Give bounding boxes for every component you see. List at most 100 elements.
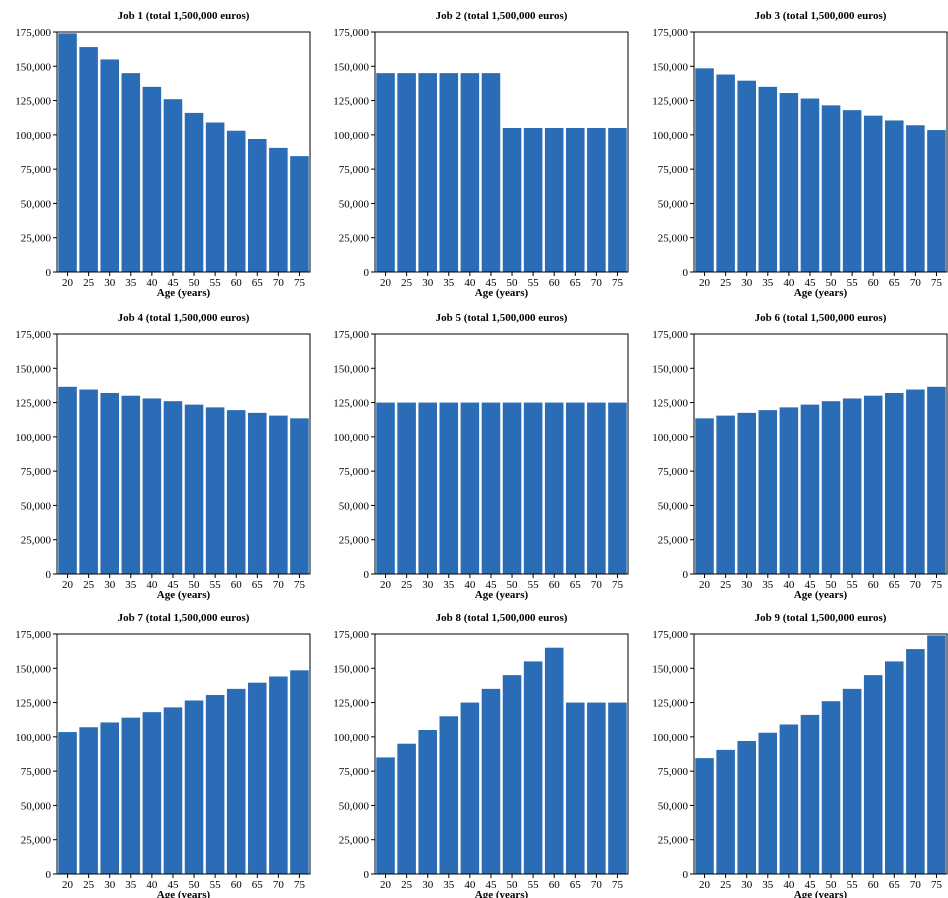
y-tick-label: 100,000 — [333, 732, 369, 744]
bar-age-20 — [695, 418, 714, 574]
bar-age-55 — [205, 122, 225, 272]
x-tick-label: 30 — [104, 579, 116, 591]
x-tick-label: 40 — [146, 277, 158, 289]
x-tick-label: 45 — [167, 879, 179, 891]
y-tick-label: 0 — [46, 869, 52, 881]
x-tick-label: 75 — [612, 277, 624, 289]
bar-age-30 — [737, 740, 756, 874]
x-tick-label: 70 — [273, 277, 285, 289]
bar-age-20 — [58, 386, 77, 574]
bar-age-40 — [779, 407, 799, 574]
x-tick-label: 35 — [443, 879, 455, 891]
y-tick-label: 25,000 — [339, 535, 370, 547]
bar-age-40 — [779, 724, 799, 874]
bar-age-25 — [79, 47, 98, 273]
y-tick-label: 25,000 — [658, 233, 689, 245]
chart-job-6: Job 6 (total 1,500,000 euros) 0 25,000 50,0… — [652, 312, 948, 601]
y-tick-label: 175,000 — [15, 329, 51, 341]
chart-job-7: Job 7 (total 1,500,000 euros) 0 25,000 50,0… — [15, 612, 311, 898]
bar-age-75 — [608, 402, 627, 574]
bar-age-75 — [290, 156, 309, 272]
y-tick-label: 100,000 — [333, 432, 369, 444]
x-tick-label: 20 — [380, 579, 392, 591]
y-tick-label: 175,000 — [652, 629, 688, 641]
bar-age-35 — [439, 402, 459, 574]
x-tick-label: 20 — [699, 277, 711, 289]
y-tick-label: 125,000 — [333, 96, 369, 108]
x-tick-label: 35 — [443, 277, 455, 289]
y-tick-label: 50,000 — [658, 500, 689, 512]
x-tick-label: 40 — [146, 879, 158, 891]
x-tick-label: 75 — [931, 879, 943, 891]
x-tick-label: 50 — [507, 277, 519, 289]
bar-age-65 — [566, 402, 585, 574]
bar-age-55 — [523, 661, 543, 874]
x-tick-label: 65 — [252, 277, 264, 289]
bar-age-60 — [226, 688, 246, 874]
y-tick-label: 125,000 — [15, 96, 51, 108]
x-tick-label: 55 — [528, 579, 540, 591]
chart-job-4: Job 4 (total 1,500,000 euros) 0 25,000 50,0… — [15, 312, 311, 601]
x-tick-label: 20 — [380, 879, 392, 891]
y-tick-label: 150,000 — [333, 363, 369, 375]
bar-age-50 — [821, 105, 841, 273]
x-tick-label: 30 — [422, 579, 434, 591]
bar-age-65 — [885, 392, 904, 574]
y-tick-label: 175,000 — [652, 329, 688, 341]
y-tick-label: 50,000 — [339, 800, 370, 812]
bar-age-55 — [842, 688, 862, 874]
bar-age-40 — [460, 402, 480, 574]
x-axis-label: Age (years) — [475, 287, 529, 299]
bar-age-60 — [863, 675, 883, 874]
y-tick-label: 0 — [46, 267, 52, 279]
x-tick-label: 20 — [380, 277, 392, 289]
bar-age-40 — [142, 712, 162, 874]
y-tick-label: 125,000 — [652, 398, 688, 410]
bar-age-65 — [248, 138, 267, 272]
x-tick-label: 70 — [591, 277, 603, 289]
bar-age-50 — [821, 401, 841, 574]
bar-age-55 — [205, 695, 225, 874]
x-tick-label: 35 — [762, 579, 774, 591]
x-tick-label: 60 — [549, 277, 561, 289]
x-tick-label: 65 — [252, 579, 264, 591]
y-tick-label: 150,000 — [652, 61, 688, 73]
y-tick-label: 25,000 — [21, 535, 52, 547]
bar-age-65 — [885, 120, 904, 273]
x-tick-label: 35 — [443, 579, 455, 591]
x-axis-label: Age (years) — [157, 589, 211, 601]
y-tick-label: 75,000 — [339, 466, 370, 478]
x-tick-label: 35 — [125, 879, 137, 891]
x-tick-label: 35 — [762, 879, 774, 891]
y-tick-label: 125,000 — [15, 698, 51, 710]
x-tick-label: 45 — [804, 879, 816, 891]
chart-job-1: Job 1 (total 1,500,000 euros) 0 25,000 50,0… — [15, 10, 311, 299]
x-tick-label: 55 — [528, 879, 540, 891]
bar-age-45 — [163, 401, 183, 574]
chart-job-3: Job 3 (total 1,500,000 euros) 0 25,000 50,0… — [652, 10, 948, 299]
x-tick-label: 30 — [104, 277, 116, 289]
x-tick-label: 45 — [804, 277, 816, 289]
bar-age-60 — [544, 647, 564, 874]
x-tick-label: 55 — [210, 879, 222, 891]
bar-age-35 — [758, 732, 778, 874]
x-tick-label: 50 — [826, 579, 838, 591]
bar-age-20 — [695, 758, 714, 874]
y-tick-label: 125,000 — [333, 698, 369, 710]
bar-age-75 — [290, 670, 309, 874]
bar-age-70 — [587, 702, 606, 874]
x-tick-label: 60 — [231, 277, 243, 289]
bar-age-40 — [779, 93, 799, 272]
bar-age-60 — [226, 130, 246, 272]
bar-age-40 — [142, 86, 162, 272]
x-tick-label: 75 — [294, 579, 306, 591]
y-tick-label: 75,000 — [658, 164, 689, 176]
bar-age-25 — [397, 73, 416, 272]
x-tick-label: 20 — [62, 579, 74, 591]
x-tick-label: 35 — [125, 579, 137, 591]
bar-age-50 — [502, 675, 522, 874]
x-tick-label: 70 — [591, 879, 603, 891]
chart-title: Job 4 (total 1,500,000 euros) — [118, 312, 250, 324]
y-tick-label: 150,000 — [333, 663, 369, 675]
bar-age-25 — [716, 74, 735, 272]
